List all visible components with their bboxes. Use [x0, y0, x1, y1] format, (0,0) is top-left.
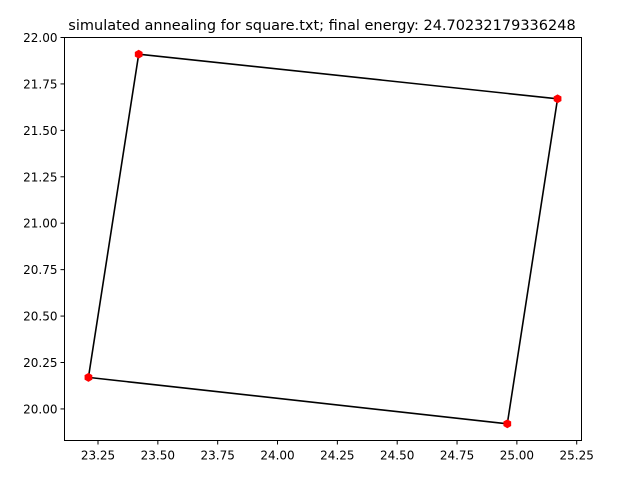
x-axis: 23.25 23.50 23.75 24.00 24.25 24.50 24.75 25.00… [81, 440, 594, 463]
y-tick-label: 20.25 [23, 356, 57, 370]
y-tick-label: 21.25 [23, 170, 57, 184]
x-tick-label: 23.50 [141, 449, 175, 463]
chart-title: simulated annealing for square.txt; fina… [68, 18, 575, 34]
data-point [84, 372, 93, 382]
x-tick-label: 23.25 [81, 449, 115, 463]
x-tick-label: 25.00 [500, 449, 534, 463]
data-point [553, 94, 562, 104]
x-tick-label: 24.75 [440, 449, 474, 463]
x-tick-label: 24.50 [380, 449, 414, 463]
y-tick-label: 20.50 [23, 310, 57, 324]
x-tick-label: 25.25 [560, 449, 594, 463]
data-point [134, 49, 143, 59]
axes-frame [64, 37, 582, 441]
y-tick-label: 22.00 [23, 31, 57, 45]
series-line [87, 53, 559, 425]
y-tick-label: 21.75 [23, 77, 57, 91]
y-tick-label: 20.75 [23, 263, 57, 277]
data-point [503, 419, 512, 429]
y-tick-label: 21.00 [23, 217, 57, 231]
x-tick-label: 24.25 [320, 449, 354, 463]
y-axis: 20.00 20.25 20.50 20.75 21.00 21.25 21.50 21.75… [23, 31, 65, 416]
y-tick-label: 21.50 [23, 124, 57, 138]
plot-area [84, 49, 562, 429]
x-tick-label: 23.75 [201, 449, 235, 463]
y-tick-label: 20.00 [23, 402, 57, 416]
x-tick-label: 24.00 [260, 449, 294, 463]
